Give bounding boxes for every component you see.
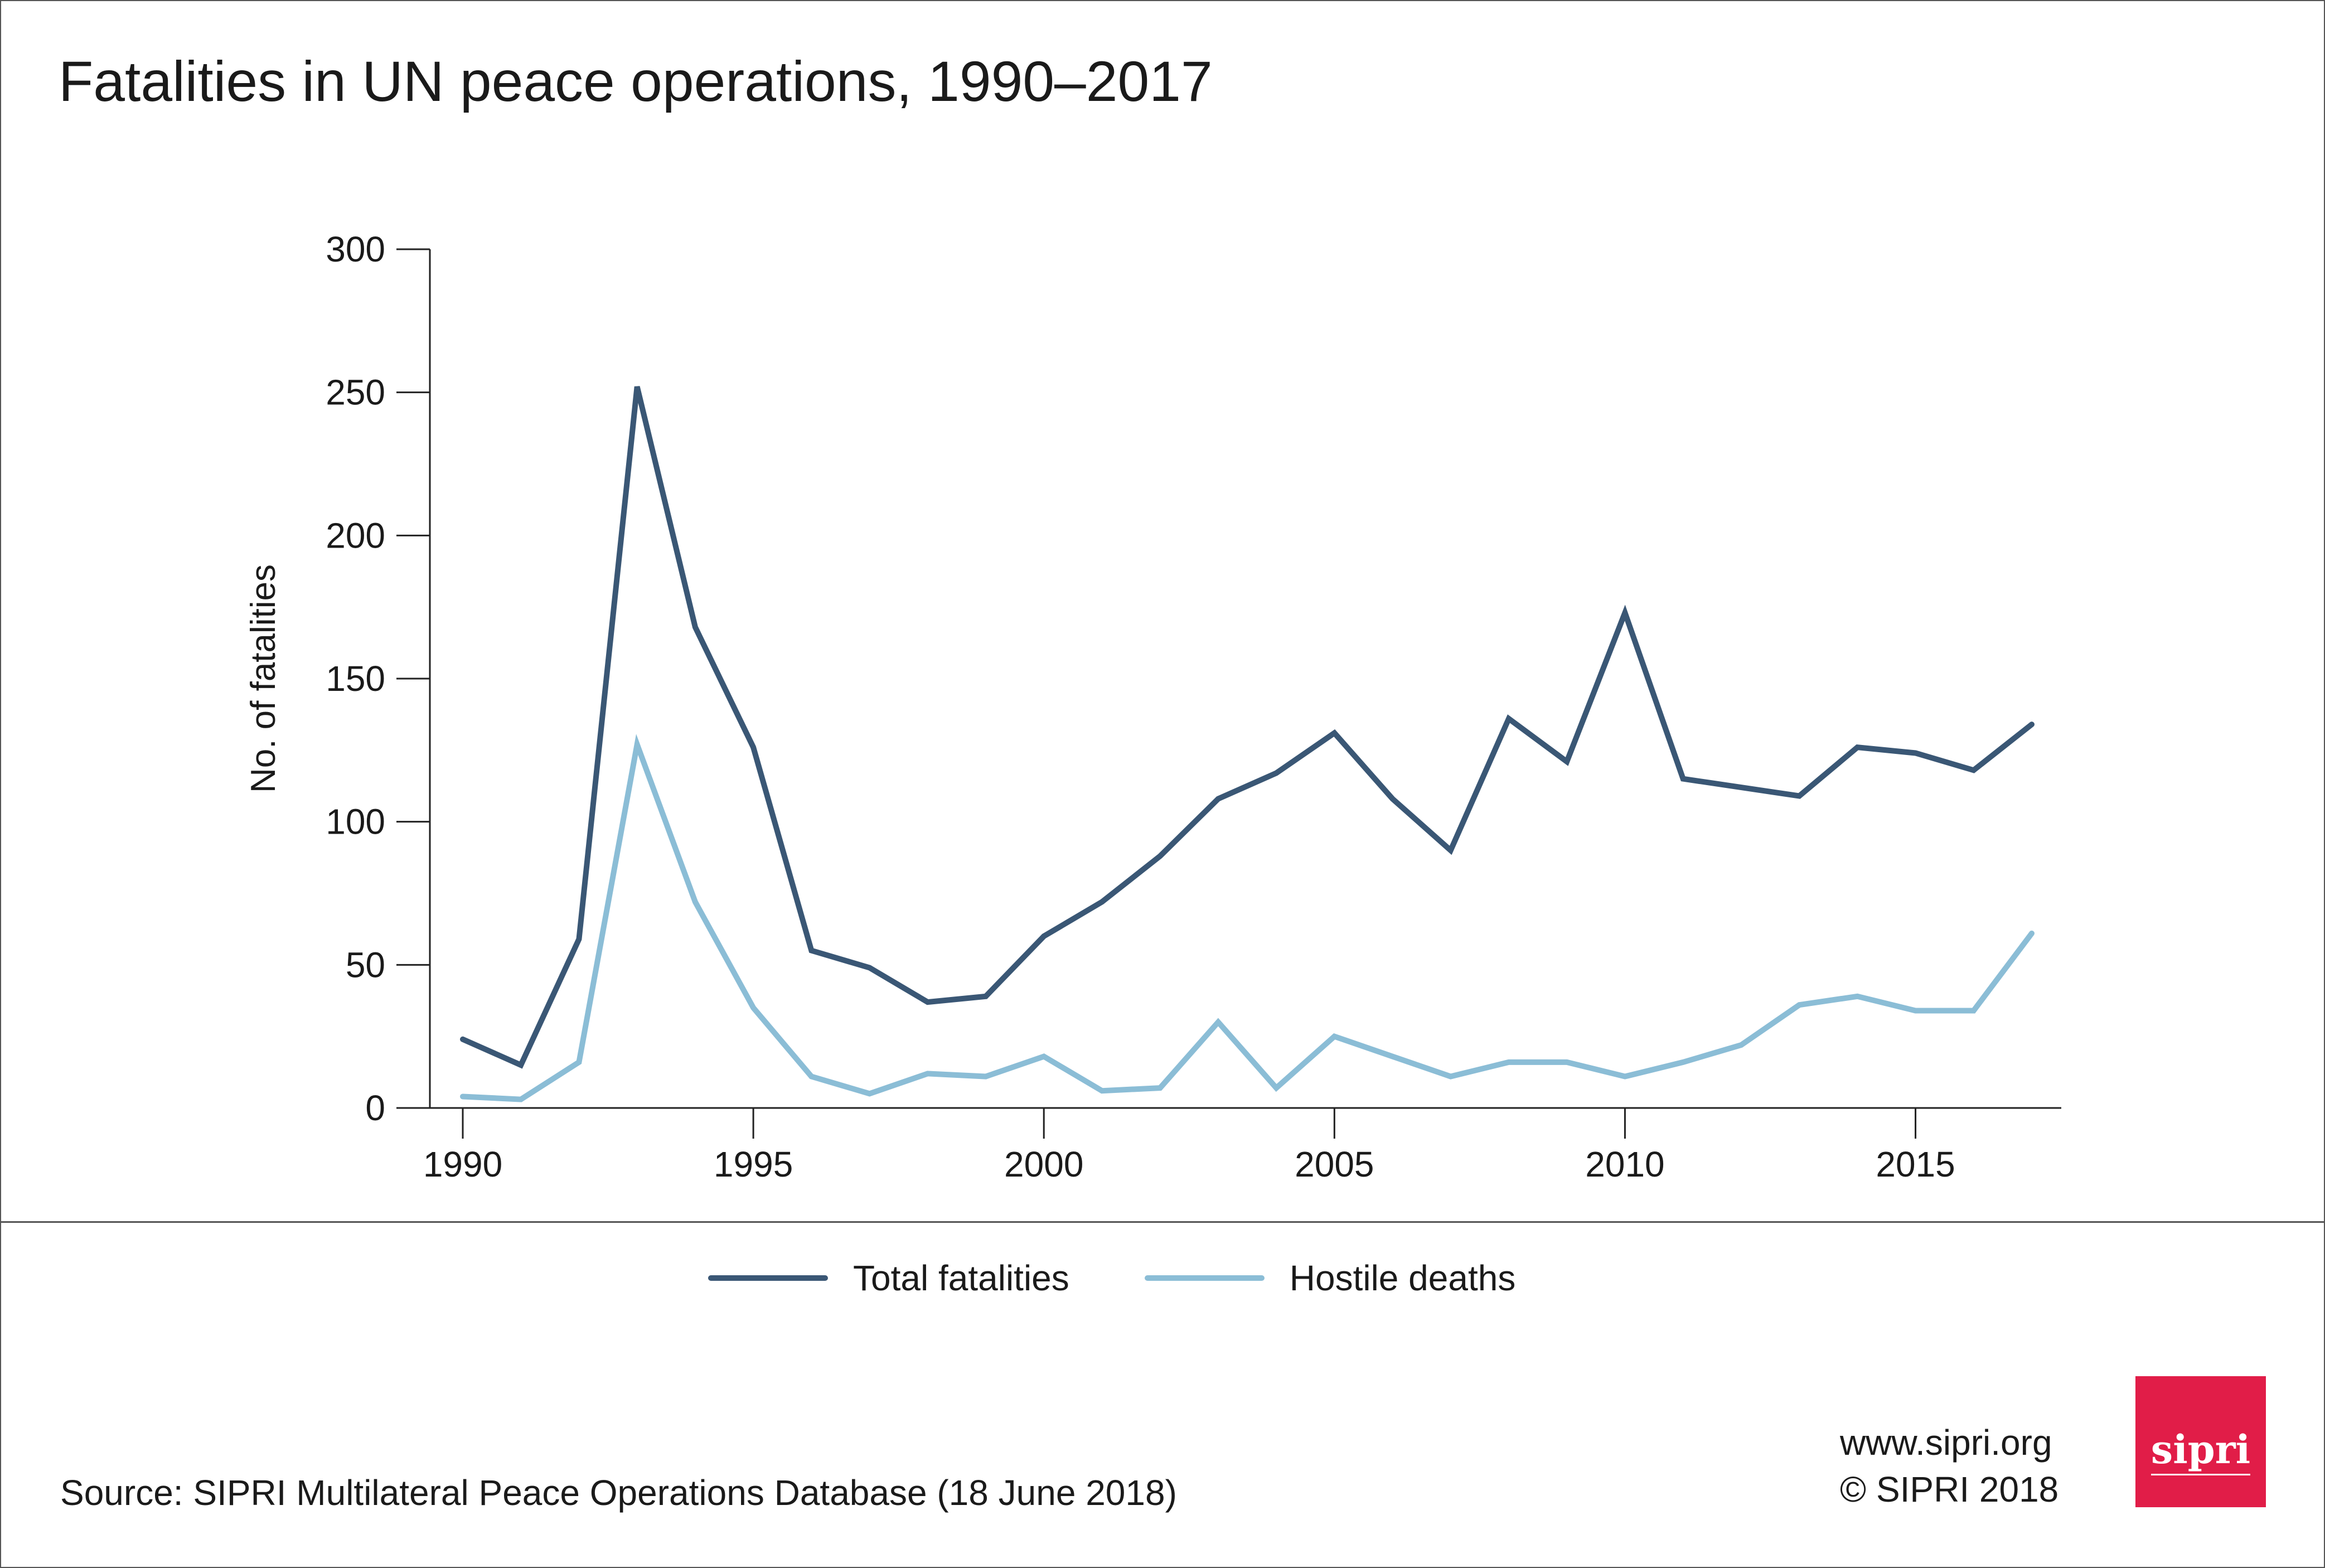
legend-swatch-total bbox=[708, 1275, 828, 1281]
source-note: Source: SIPRI Multilateral Peace Operati… bbox=[60, 1473, 1177, 1513]
website-link[interactable]: www.sipri.org bbox=[1840, 1422, 2052, 1463]
y-tick-label: 200 bbox=[326, 515, 385, 555]
y-tick-label: 250 bbox=[326, 372, 385, 413]
sipri-logo: sipri bbox=[2135, 1376, 2266, 1507]
legend: Total fatalities Hostile deaths bbox=[708, 1257, 1591, 1299]
y-tick-label: 300 bbox=[326, 229, 385, 269]
x-tick-label: 1995 bbox=[714, 1144, 793, 1184]
legend-label-total: Total fatalities bbox=[853, 1258, 1069, 1298]
y-tick-label: 100 bbox=[326, 802, 385, 842]
divider bbox=[0, 1221, 2325, 1223]
x-tick-label: 2015 bbox=[1876, 1144, 1955, 1184]
legend-label-hostile: Hostile deaths bbox=[1289, 1258, 1516, 1298]
copyright: © SIPRI 2018 bbox=[1840, 1469, 2059, 1509]
series-line-total-fatalities bbox=[460, 386, 2035, 1069]
y-axis-label: No. of fatalities bbox=[244, 564, 283, 793]
y-tick-label: 150 bbox=[326, 659, 385, 699]
x-tick-label: 2000 bbox=[1004, 1144, 1083, 1184]
x-tick-label: 2005 bbox=[1295, 1144, 1374, 1184]
x-tick-label: 2010 bbox=[1585, 1144, 1664, 1184]
y-tick-label: 50 bbox=[346, 945, 385, 985]
legend-item-total: Total fatalities bbox=[708, 1257, 1069, 1299]
legend-item-hostile: Hostile deaths bbox=[1144, 1257, 1516, 1299]
x-tick-label: 1990 bbox=[423, 1144, 502, 1184]
series-line-hostile-deaths bbox=[460, 734, 2035, 1102]
y-tick-label: 0 bbox=[365, 1088, 385, 1128]
credit: www.sipri.org © SIPRI 2018 bbox=[1840, 1419, 2058, 1513]
legend-swatch-hostile bbox=[1144, 1275, 1265, 1281]
chart-title: Fatalities in UN peace operations, 1990–… bbox=[59, 50, 1213, 113]
